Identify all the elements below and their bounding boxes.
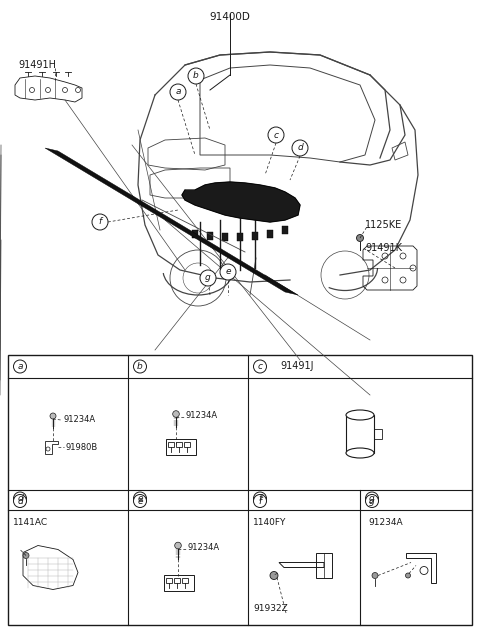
Circle shape	[173, 411, 180, 417]
Circle shape	[133, 492, 146, 505]
Circle shape	[220, 264, 236, 280]
Circle shape	[133, 360, 146, 373]
Circle shape	[365, 495, 379, 508]
Bar	[166, 439, 196, 455]
Bar	[282, 226, 288, 234]
Bar	[8, 355, 472, 625]
Text: 91234A: 91234A	[188, 543, 220, 552]
Circle shape	[253, 492, 266, 505]
Polygon shape	[182, 182, 300, 222]
Text: f: f	[98, 217, 102, 227]
Circle shape	[13, 360, 26, 373]
Text: 91234A: 91234A	[63, 415, 95, 423]
Text: c: c	[257, 362, 263, 371]
Bar	[166, 578, 172, 583]
Circle shape	[200, 270, 216, 286]
Circle shape	[133, 495, 146, 508]
Text: g: g	[369, 496, 375, 505]
Text: a: a	[17, 362, 23, 371]
Circle shape	[188, 68, 204, 84]
Ellipse shape	[346, 410, 374, 420]
Circle shape	[270, 571, 278, 580]
Text: d: d	[17, 494, 23, 503]
Text: 91400D: 91400D	[210, 12, 251, 22]
Circle shape	[357, 234, 363, 241]
Bar	[252, 232, 258, 240]
Ellipse shape	[346, 448, 374, 458]
Text: e: e	[137, 496, 143, 505]
Text: f: f	[258, 496, 262, 505]
Text: g: g	[369, 494, 375, 503]
Circle shape	[365, 492, 379, 505]
Bar	[267, 230, 273, 238]
Bar	[168, 442, 174, 447]
Circle shape	[253, 495, 266, 508]
Text: b: b	[137, 362, 143, 371]
Text: a: a	[175, 88, 181, 96]
Text: 91980B: 91980B	[65, 442, 97, 452]
Text: d: d	[17, 496, 23, 505]
Circle shape	[50, 413, 56, 419]
Circle shape	[292, 140, 308, 156]
Text: e: e	[225, 268, 231, 277]
Circle shape	[372, 573, 378, 578]
Circle shape	[175, 542, 181, 549]
Text: 91491H: 91491H	[18, 60, 56, 70]
Polygon shape	[226, 193, 252, 210]
Bar	[184, 442, 190, 447]
Text: 91234A: 91234A	[186, 411, 218, 420]
Text: 91491J: 91491J	[280, 361, 313, 371]
Text: e: e	[137, 494, 143, 503]
Text: 1125KE: 1125KE	[365, 220, 402, 230]
Bar	[237, 233, 243, 241]
Circle shape	[13, 495, 26, 508]
Polygon shape	[261, 196, 283, 213]
Text: c: c	[274, 130, 278, 139]
Text: 91932Z: 91932Z	[253, 604, 288, 613]
Text: g: g	[205, 273, 211, 282]
Text: 1140FY: 1140FY	[253, 518, 287, 527]
Bar	[207, 232, 213, 240]
Bar	[192, 230, 198, 238]
Bar	[222, 233, 228, 241]
Circle shape	[253, 360, 266, 373]
Circle shape	[13, 492, 26, 505]
Circle shape	[92, 214, 108, 230]
Bar	[374, 429, 382, 439]
Polygon shape	[45, 148, 298, 295]
Text: 91491K: 91491K	[365, 243, 402, 253]
Text: 91234A: 91234A	[368, 518, 403, 527]
Bar	[164, 575, 194, 590]
Text: f: f	[258, 494, 262, 503]
Text: b: b	[193, 71, 199, 81]
Bar	[174, 578, 180, 583]
Text: 1141AC: 1141AC	[13, 518, 48, 527]
Circle shape	[406, 573, 410, 578]
Bar	[182, 578, 188, 583]
Bar	[176, 442, 182, 447]
Circle shape	[170, 84, 186, 100]
Circle shape	[268, 127, 284, 143]
Bar	[346, 415, 374, 453]
Text: d: d	[297, 144, 303, 152]
Circle shape	[23, 553, 29, 559]
